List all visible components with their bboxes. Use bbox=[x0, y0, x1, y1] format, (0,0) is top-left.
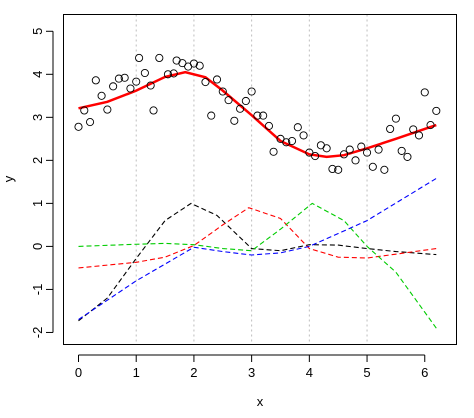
data-point-10 bbox=[126, 84, 135, 93]
data-point-41 bbox=[299, 131, 308, 140]
data-point-42 bbox=[305, 148, 314, 157]
y-tick-label-1: 1 bbox=[30, 200, 45, 207]
data-point-34 bbox=[259, 111, 268, 120]
data-point-1 bbox=[74, 122, 83, 131]
data-point-47 bbox=[334, 165, 343, 174]
x-tick-label-1: 1 bbox=[133, 365, 140, 380]
data-point-33 bbox=[253, 111, 262, 120]
data-point-45 bbox=[322, 144, 331, 153]
data-point-5 bbox=[97, 91, 106, 100]
data-point-62 bbox=[420, 88, 429, 97]
data-point-23 bbox=[195, 61, 204, 70]
data-point-27 bbox=[218, 87, 227, 96]
data-point-12 bbox=[135, 53, 144, 63]
series-lines bbox=[78, 70, 437, 329]
data-point-26 bbox=[212, 75, 222, 84]
data-point-8 bbox=[114, 74, 123, 83]
data-point-25 bbox=[207, 111, 216, 120]
data-point-46 bbox=[328, 164, 337, 174]
data-point-9 bbox=[120, 73, 129, 82]
series-line-5 bbox=[78, 177, 437, 321]
vertical-gridlines bbox=[135, 14, 368, 345]
series-line-3 bbox=[78, 207, 437, 269]
x-tick-label-5: 5 bbox=[363, 365, 370, 380]
data-point-48 bbox=[339, 150, 349, 159]
data-point-36 bbox=[269, 147, 278, 156]
data-point-55 bbox=[380, 165, 389, 174]
x-tick-label-0: 0 bbox=[75, 365, 82, 380]
y-tick-label--1: -1 bbox=[30, 284, 45, 296]
x-tick-label-6: 6 bbox=[421, 365, 428, 380]
data-point-50 bbox=[351, 156, 360, 165]
data-point-11 bbox=[132, 77, 141, 86]
data-point-40 bbox=[293, 123, 302, 132]
data-point-29 bbox=[230, 116, 239, 125]
data-point-7 bbox=[109, 82, 118, 91]
data-point-24 bbox=[201, 78, 210, 87]
y-axis-label: y bbox=[1, 175, 16, 182]
data-point-3 bbox=[86, 118, 95, 127]
scatter-points bbox=[74, 53, 441, 174]
data-point-28 bbox=[224, 96, 233, 105]
data-point-39 bbox=[287, 136, 297, 146]
y-tick-label-3: 3 bbox=[30, 114, 45, 121]
data-point-59 bbox=[403, 152, 412, 161]
x-tick-label-2: 2 bbox=[190, 365, 197, 380]
data-point-58 bbox=[397, 146, 406, 155]
y-axis: -2 -1 0 1 2 3 4 5 bbox=[30, 28, 54, 339]
data-point-52 bbox=[362, 148, 372, 157]
series-line-4 bbox=[78, 202, 437, 329]
data-point-22 bbox=[189, 59, 198, 68]
data-point-43 bbox=[311, 151, 320, 161]
y-tick-label--2: -2 bbox=[30, 327, 45, 339]
data-point-35 bbox=[264, 121, 273, 130]
data-point-4 bbox=[91, 76, 100, 85]
plot-frame bbox=[63, 14, 457, 345]
x-axis: 0 1 2 3 4 5 6 bbox=[75, 354, 428, 380]
data-point-60 bbox=[409, 125, 418, 134]
data-point-49 bbox=[345, 145, 354, 154]
data-point-13 bbox=[140, 68, 149, 78]
data-point-14 bbox=[146, 81, 155, 90]
data-point-63 bbox=[426, 121, 435, 130]
data-point-61 bbox=[414, 131, 424, 140]
y-tick-label-2: 2 bbox=[30, 157, 45, 164]
x-axis-label: x bbox=[257, 394, 264, 409]
data-point-30 bbox=[236, 104, 245, 113]
data-point-56 bbox=[386, 124, 395, 133]
data-point-53 bbox=[368, 162, 377, 171]
y-tick-label-5: 5 bbox=[30, 28, 45, 35]
data-point-51 bbox=[357, 142, 366, 151]
data-point-31 bbox=[241, 96, 250, 106]
data-point-20 bbox=[178, 59, 187, 68]
x-tick-label-3: 3 bbox=[248, 365, 255, 380]
data-point-18 bbox=[169, 69, 178, 78]
x-tick-label-4: 4 bbox=[306, 365, 313, 380]
data-point-6 bbox=[103, 105, 112, 114]
data-point-64 bbox=[432, 106, 441, 115]
data-point-54 bbox=[374, 145, 383, 154]
series-line-2 bbox=[78, 202, 437, 322]
y-tick-label-0: 0 bbox=[30, 243, 45, 250]
data-point-17 bbox=[163, 70, 172, 79]
y-tick-label-4: 4 bbox=[30, 71, 45, 78]
data-point-15 bbox=[149, 106, 158, 115]
data-point-16 bbox=[155, 53, 164, 63]
data-point-37 bbox=[276, 134, 285, 143]
data-point-32 bbox=[247, 87, 256, 96]
data-point-38 bbox=[282, 138, 291, 147]
data-point-2 bbox=[80, 106, 89, 115]
data-point-57 bbox=[391, 114, 400, 123]
